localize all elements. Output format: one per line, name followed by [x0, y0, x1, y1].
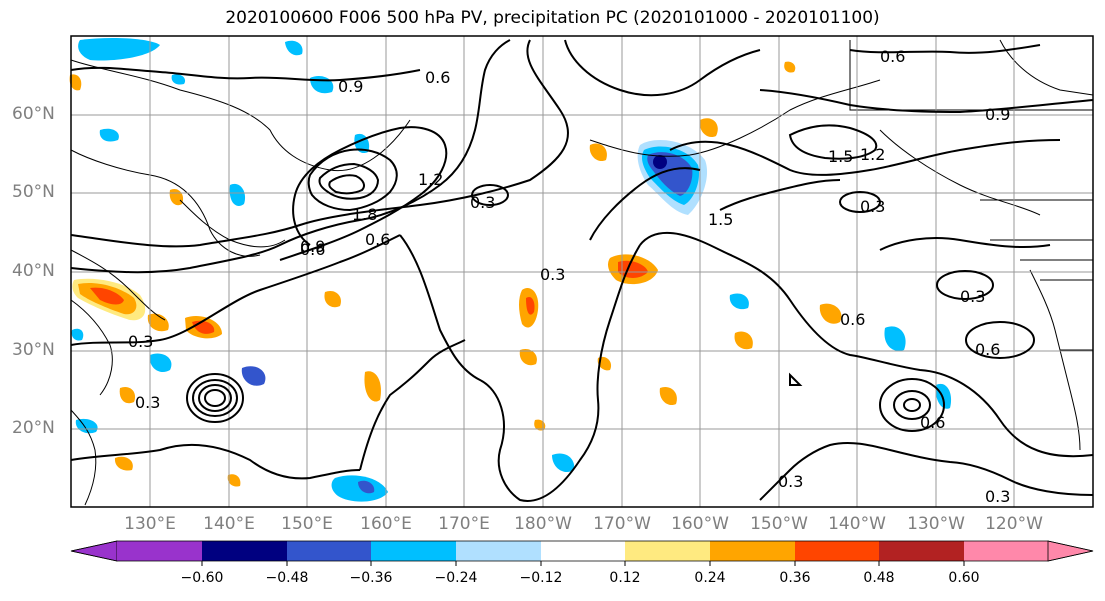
lat-label: 50°N: [12, 182, 55, 202]
map-title: 2020100600 F006 500 hPa PV, precipitatio…: [225, 8, 880, 28]
contour-label: 0.3: [960, 287, 985, 306]
colorbar-tick-label: 0.24: [694, 570, 726, 586]
lon-label: 130°W: [907, 514, 965, 534]
contour-label: 0.6: [300, 240, 325, 259]
colorbar: [70, 540, 1094, 566]
graticule: [71, 36, 1093, 507]
lat-label: 40°N: [12, 261, 55, 281]
contour-label: 0.6: [920, 413, 945, 432]
precipitation-shading: [69, 37, 952, 502]
contour-label: 0.3: [470, 193, 495, 212]
contour-label: 1.5: [708, 210, 733, 229]
contour-label: 0.3: [135, 393, 160, 412]
colorbar-tick-label: −0.24: [434, 570, 478, 586]
contour-label: 0.9: [338, 77, 363, 96]
lat-label: 20°N: [12, 418, 55, 438]
lon-label: 130°E: [124, 514, 176, 534]
contour-label: 0.3: [540, 265, 565, 284]
lon-label: 160°W: [671, 514, 729, 534]
colorbar-tick-label: −0.12: [519, 570, 563, 586]
contour-label: 1.2: [860, 145, 885, 164]
lon-label: 170°W: [593, 514, 651, 534]
contour-label: 0.9: [985, 105, 1010, 124]
contour-label: 0.6: [880, 47, 905, 66]
colorbar-tick-label: −0.60: [180, 570, 224, 586]
colorbar-tick-label: 0.60: [948, 570, 980, 586]
colorbar-tick-label: 0.48: [863, 570, 895, 586]
lon-label: 150°E: [281, 514, 333, 534]
contour-label: 0.6: [975, 340, 1000, 359]
contour-label: 0.6: [425, 68, 450, 87]
lat-label: 30°N: [12, 340, 55, 360]
lon-label: 150°W: [750, 514, 808, 534]
contour-label: 0.6: [840, 310, 865, 329]
contour-labels: 0.3 0.6 0.9 1.2 1.5 1.8 0.3 0.3 0.6 0.9 …: [128, 47, 1010, 506]
lon-label: 140°W: [828, 514, 886, 534]
lat-label: 60°N: [12, 104, 55, 124]
map-border: [70, 35, 1094, 508]
contour-label: 0.3: [778, 472, 803, 491]
colorbar-tick-label: −0.48: [265, 570, 309, 586]
lon-label: 180°W: [514, 514, 572, 534]
lon-label: 120°W: [985, 514, 1043, 534]
lon-label: 160°E: [360, 514, 412, 534]
pv-contours: [70, 39, 1094, 502]
contour-label: 0.6: [365, 230, 390, 249]
contour-label: 0.3: [128, 332, 153, 351]
colorbar-tick-label: 0.12: [609, 570, 641, 586]
colorbar-tick-label: 0.36: [779, 570, 811, 586]
contour-label: 1.8: [352, 205, 377, 224]
contour-label: 1.2: [418, 170, 443, 189]
contour-label: 1.5: [828, 147, 853, 166]
lon-label: 170°E: [438, 514, 490, 534]
colorbar-tick-label: −0.36: [349, 570, 393, 586]
lon-label: 140°E: [203, 514, 255, 534]
contour-label: 0.9: [300, 237, 325, 256]
contour-label: 0.3: [985, 487, 1010, 506]
contour-label: 0.3: [860, 197, 885, 216]
